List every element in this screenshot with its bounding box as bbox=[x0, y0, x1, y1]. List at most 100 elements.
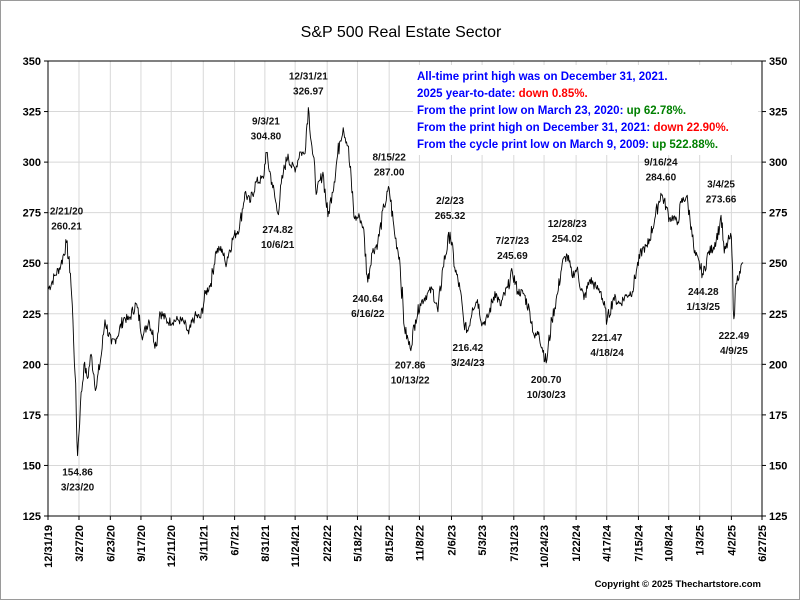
annotation-value: 273.66 bbox=[706, 194, 737, 205]
y-tick-label: 325 bbox=[23, 107, 41, 119]
y-tick-label-right: 350 bbox=[769, 56, 787, 68]
annotation-value: 326.97 bbox=[293, 87, 324, 98]
note-segment: From the print high on December 31, 2021… bbox=[417, 122, 653, 134]
x-tick-label: 2/22/22 bbox=[322, 525, 334, 562]
note-segment: 2025 year-to-date: bbox=[417, 88, 519, 100]
y-axis: 125 125 150 150 175 175 200 200 225 225 250 250 275 2… bbox=[23, 56, 788, 523]
x-tick-label: 3/27/20 bbox=[74, 525, 86, 562]
note-segment: down 22.90%. bbox=[653, 122, 728, 134]
note-segment: All-time print high was on December 31, … bbox=[417, 71, 668, 83]
x-tick-label: 8/15/22 bbox=[384, 525, 396, 562]
y-tick-label: 150 bbox=[23, 460, 41, 472]
annotation-value: 1/13/25 bbox=[687, 302, 721, 313]
y-tick-label: 225 bbox=[23, 309, 41, 321]
plot-area bbox=[47, 60, 763, 517]
annotation-value: 254.02 bbox=[552, 234, 583, 245]
annotation-label: 154.86 bbox=[62, 468, 93, 479]
x-tick-label: 4/2/25 bbox=[726, 525, 738, 556]
annotation-value: 4/9/25 bbox=[720, 346, 748, 357]
note-line: From the print high on December 31, 2021… bbox=[417, 122, 729, 134]
price-line bbox=[47, 107, 744, 457]
x-tick-label: 11/8/22 bbox=[414, 525, 426, 561]
annotation-value: 6/16/22 bbox=[351, 309, 385, 320]
annotation-label: 274.82 bbox=[262, 225, 293, 236]
y-tick-label: 200 bbox=[23, 359, 41, 371]
y-tick-label: 125 bbox=[23, 511, 41, 523]
annotation-label: 216.42 bbox=[453, 343, 484, 354]
x-tick-label: 7/15/24 bbox=[633, 524, 645, 562]
annotation-value: 3/24/23 bbox=[451, 358, 485, 369]
chart-title: S&P 500 Real Estate Sector bbox=[301, 24, 502, 41]
x-tick-label: 12/31/19 bbox=[43, 525, 55, 568]
note-segment: up 62.78%. bbox=[627, 105, 686, 117]
series-group bbox=[47, 107, 744, 457]
annotation-label: 2/21/20 bbox=[50, 207, 84, 218]
x-tick-label: 9/17/20 bbox=[136, 525, 148, 562]
annotation-label: 207.86 bbox=[395, 360, 426, 371]
x-tick-label: 6/7/21 bbox=[230, 525, 242, 556]
y-tick-label-right: 300 bbox=[769, 157, 787, 169]
annotation-value: 4/18/24 bbox=[590, 348, 624, 359]
annotation-value: 287.00 bbox=[374, 167, 405, 178]
note-segment: up 522.88%. bbox=[652, 139, 718, 151]
y-tick-label: 250 bbox=[23, 258, 41, 270]
x-tick-label: 11/24/21 bbox=[290, 525, 302, 567]
x-tick-label: 1/3/25 bbox=[695, 525, 707, 556]
y-tick-label: 300 bbox=[23, 157, 41, 169]
note-line: 2025 year-to-date: down 0.85%. bbox=[417, 88, 588, 100]
y-tick-label-right: 200 bbox=[769, 359, 787, 371]
annotation-label: 8/15/22 bbox=[372, 152, 406, 163]
x-tick-label: 5/18/22 bbox=[352, 525, 364, 562]
annotation-label: 9/3/21 bbox=[252, 116, 280, 127]
x-tick-label: 10/24/23 bbox=[539, 525, 551, 568]
x-tick-label: 10/8/24 bbox=[664, 524, 676, 562]
annotation-value: 304.80 bbox=[251, 131, 282, 142]
x-tick-label: 4/17/24 bbox=[602, 524, 614, 562]
y-tick-label-right: 125 bbox=[769, 511, 787, 523]
x-tick-label: 6/27/25 bbox=[757, 525, 769, 562]
y-tick-label: 175 bbox=[23, 410, 41, 422]
y-tick-label-right: 250 bbox=[769, 258, 787, 270]
notes-background bbox=[413, 65, 758, 155]
note-segment: From the print low on March 23, 2020: bbox=[417, 105, 627, 117]
y-tick-label-right: 225 bbox=[769, 309, 787, 321]
annotation-label: 222.49 bbox=[719, 331, 750, 342]
annotation-value: 10/30/23 bbox=[527, 390, 566, 401]
notes-box: All-time print high was on December 31, … bbox=[413, 65, 758, 155]
annotation-value: 265.32 bbox=[435, 211, 466, 222]
x-tick-label: 1/22/24 bbox=[571, 524, 583, 562]
annotation-label: 244.28 bbox=[688, 287, 719, 298]
x-tick-label: 5/3/23 bbox=[477, 525, 489, 556]
x-tick-label: 8/31/21 bbox=[260, 525, 272, 562]
x-tick-label: 6/23/20 bbox=[105, 525, 117, 562]
note-line: All-time print high was on December 31, … bbox=[417, 71, 668, 83]
annotation-value: 284.60 bbox=[646, 172, 677, 183]
x-tick-label: 3/11/21 bbox=[198, 525, 210, 561]
annotation-value: 245.69 bbox=[497, 251, 528, 262]
x-tick-label: 12/11/20 bbox=[166, 525, 178, 567]
grid-lines bbox=[47, 60, 763, 517]
annotation-value: 10/13/22 bbox=[391, 375, 430, 386]
y-tick-label-right: 175 bbox=[769, 410, 787, 422]
annotation-value: 3/23/20 bbox=[61, 483, 95, 494]
note-segment: down 0.85%. bbox=[519, 88, 588, 100]
annotation-label: 200.70 bbox=[531, 375, 562, 386]
annotation-label: 3/4/25 bbox=[707, 179, 735, 190]
y-tick-label: 350 bbox=[23, 56, 41, 68]
x-axis: 12/31/19 3/27/20 6/23/20 9/17/20 12/11/20 3/1… bbox=[43, 516, 769, 568]
annotations: 2/21/20 260.21 154.86 3/23/20 9/3/21 304.80 27… bbox=[50, 72, 750, 494]
y-tick-label-right: 275 bbox=[769, 208, 787, 220]
annotation-label: 221.47 bbox=[592, 333, 623, 344]
annotation-label: 240.64 bbox=[352, 294, 383, 305]
annotation-label: 7/27/23 bbox=[496, 236, 530, 247]
y-tick-label-right: 150 bbox=[769, 460, 787, 472]
annotation-label: 9/16/24 bbox=[644, 157, 678, 168]
copyright-text: Copyright © 2025 Thechartstore.com bbox=[595, 579, 761, 590]
annotation-value: 260.21 bbox=[51, 222, 82, 233]
annotation-label: 12/28/23 bbox=[548, 219, 587, 230]
note-line: From the print low on March 23, 2020: up… bbox=[417, 105, 686, 117]
annotation-value: 10/6/21 bbox=[261, 240, 295, 251]
annotation-label: 12/31/21 bbox=[289, 72, 328, 83]
x-tick-label: 2/6/23 bbox=[446, 525, 458, 556]
